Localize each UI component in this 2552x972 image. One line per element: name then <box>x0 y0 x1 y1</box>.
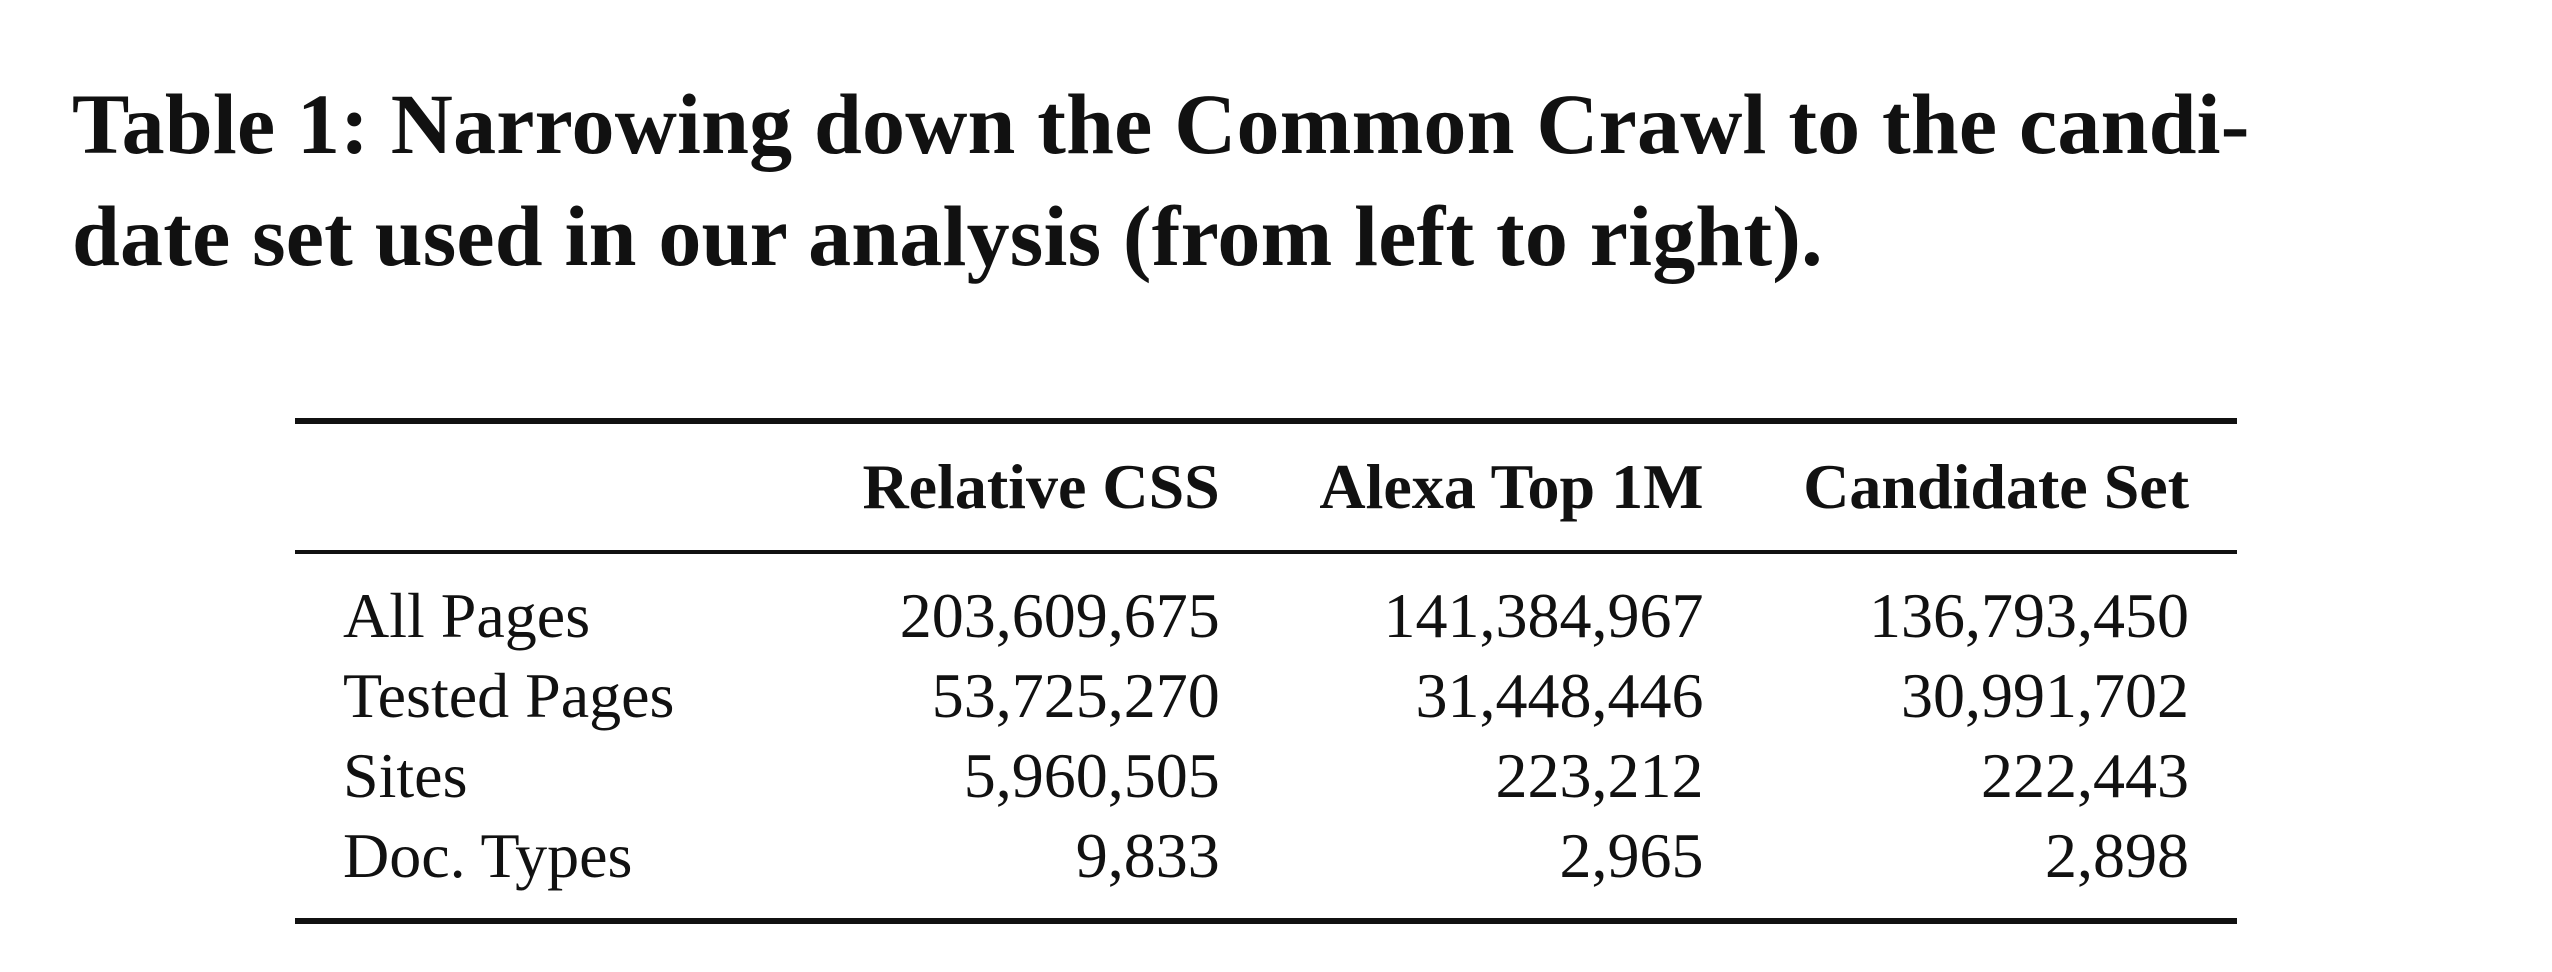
results-table-container: Relative CSS Alexa Top 1M Candidate Set … <box>295 418 2237 924</box>
header-row: Relative CSS Alexa Top 1M Candidate Set <box>295 421 2237 552</box>
caption-line-1: Table 1: Narrowing down the Common Crawl… <box>72 76 2250 172</box>
table-body: All Pages 203,609,675 141,384,967 136,79… <box>295 552 2237 921</box>
table-row-tested-pages: Tested Pages 53,725,270 31,448,446 30,99… <box>295 656 2237 736</box>
cell-alexa-top-1m: 31,448,446 <box>1415 660 1704 731</box>
cell-candidate-set: 30,991,702 <box>1901 660 2189 731</box>
cell-candidate-set: 136,793,450 <box>1869 580 2189 651</box>
cell-relative-css: 5,960,505 <box>963 740 1220 811</box>
cell-alexa-top-1m: 2,965 <box>1559 820 1704 891</box>
table-header: Relative CSS Alexa Top 1M Candidate Set <box>295 421 2237 552</box>
table-row-all-pages: All Pages 203,609,675 141,384,967 136,79… <box>295 552 2237 656</box>
table-row-doc-types: Doc. Types 9,833 2,965 2,898 <box>295 816 2237 921</box>
table-row-sites: Sites 5,960,505 223,212 222,443 <box>295 736 2237 816</box>
header-relative-css: Relative CSS <box>862 451 1220 522</box>
cell-alexa-top-1m: 141,384,967 <box>1383 580 1704 651</box>
caption-line-2: date set used in our analysis (from left… <box>72 188 1823 284</box>
results-table: Relative CSS Alexa Top 1M Candidate Set … <box>295 418 2237 924</box>
cell-relative-css: 9,833 <box>1075 820 1220 891</box>
cell-relative-css: 53,725,270 <box>931 660 1220 731</box>
header-alexa-top-1m: Alexa Top 1M <box>1319 451 1704 522</box>
cell-candidate-set: 2,898 <box>2045 820 2189 891</box>
header-cell-empty <box>295 421 811 552</box>
row-label: All Pages <box>343 580 591 651</box>
header-candidate-set: Candidate Set <box>1803 451 2189 522</box>
row-label: Doc. Types <box>343 820 633 891</box>
row-label: Tested Pages <box>343 660 675 731</box>
cell-alexa-top-1m: 223,212 <box>1495 740 1704 811</box>
cell-relative-css: 203,609,675 <box>899 580 1220 651</box>
cell-candidate-set: 222,443 <box>1981 740 2189 811</box>
table-caption: Table 1: Narrowing down the Common Crawl… <box>72 68 2512 292</box>
row-label: Sites <box>343 740 468 811</box>
